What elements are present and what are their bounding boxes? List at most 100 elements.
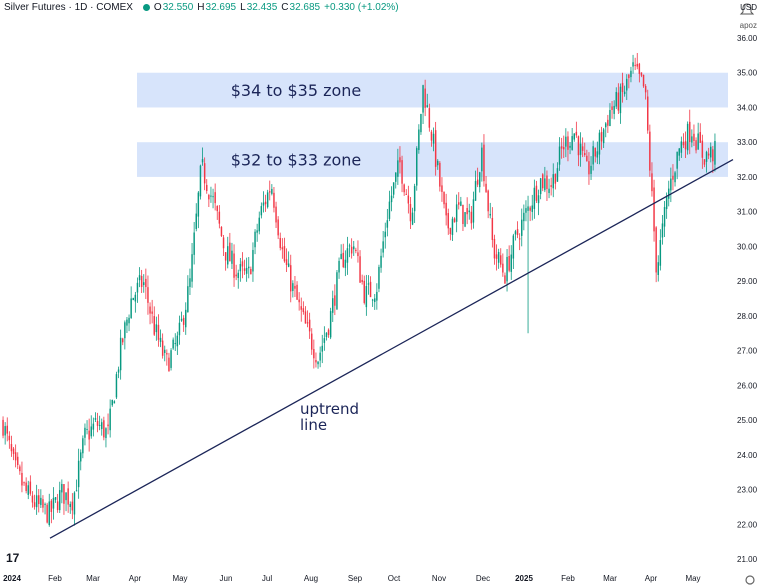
candle-body <box>550 185 552 187</box>
candle-body <box>642 74 645 87</box>
candle-body <box>302 308 305 313</box>
y-tick-label: 23.00 <box>737 486 758 495</box>
x-tick-label: Sep <box>348 574 363 583</box>
candle-body <box>50 500 53 513</box>
candle-body <box>292 283 294 291</box>
candle-body <box>336 272 338 310</box>
candle-body <box>290 265 292 292</box>
candle-body <box>661 223 664 238</box>
y-tick-label: 30.00 <box>737 242 758 251</box>
candle-body <box>212 196 214 198</box>
candle-body <box>605 123 607 128</box>
candle-body <box>636 63 638 67</box>
candle-body <box>567 136 569 150</box>
candle-body <box>159 337 162 342</box>
symbol-title[interactable]: Silver Futures · 1D · COMEX <box>4 2 133 13</box>
tradingview-logo-icon[interactable]: 17 <box>6 551 20 565</box>
candle-body <box>699 132 701 143</box>
candle-body <box>14 452 17 461</box>
currency-sub-label: apoz <box>739 21 757 30</box>
candle-body <box>332 298 334 313</box>
currency-label[interactable]: USD <box>740 3 757 12</box>
candle-body <box>384 231 386 238</box>
open-label: O <box>153 2 162 13</box>
candle-body <box>279 237 281 248</box>
candle-body <box>485 183 487 192</box>
candle-body <box>525 208 527 213</box>
candle-body <box>712 149 714 162</box>
candle-body <box>233 253 235 278</box>
candle-body <box>69 503 71 508</box>
candle-body <box>300 306 302 310</box>
candle-body <box>346 248 349 263</box>
candle-body <box>542 174 544 189</box>
candle-body <box>441 185 443 192</box>
candle-body <box>130 298 132 318</box>
y-tick-label: 29.00 <box>737 277 758 286</box>
candle-body <box>405 193 407 195</box>
candle-body <box>168 357 170 372</box>
candle-body <box>323 338 326 343</box>
uptrend-line <box>49 158 734 539</box>
market-open-dot-icon <box>142 4 150 11</box>
candle-body <box>361 279 363 283</box>
candle-body <box>451 218 454 235</box>
candle-body <box>626 78 628 91</box>
candle-body <box>147 287 149 303</box>
candle-body <box>374 298 376 302</box>
high-value: 32.695 <box>205 2 237 13</box>
candle-body <box>367 283 370 285</box>
candle-body <box>197 192 200 217</box>
candle-body <box>531 205 533 212</box>
candle-body <box>294 285 296 289</box>
high-label: H <box>197 2 205 13</box>
candle-body <box>189 278 191 287</box>
candle-body <box>609 110 611 127</box>
candle-body <box>619 86 622 114</box>
candle-body <box>437 160 439 166</box>
candle-body <box>75 490 78 492</box>
y-tick-label: 26.00 <box>737 381 758 390</box>
candle-body <box>185 309 187 328</box>
candle-body <box>521 219 523 236</box>
candle-body <box>476 179 479 185</box>
candle-body <box>98 424 101 426</box>
candle-body <box>56 501 59 511</box>
candle-body <box>409 204 412 222</box>
candle-body <box>38 495 40 505</box>
x-tick-label: Jun <box>220 574 233 583</box>
candle-body <box>134 294 137 302</box>
candle-body <box>428 108 431 128</box>
candle-body <box>632 62 634 67</box>
close-label: C <box>281 2 289 13</box>
candle-body <box>644 85 647 93</box>
y-tick-label: 31.00 <box>737 208 758 217</box>
candle-body <box>483 144 485 182</box>
gear-icon[interactable] <box>745 575 755 585</box>
candle-body <box>176 335 179 347</box>
candle-body <box>311 333 313 350</box>
candle-body <box>193 232 195 255</box>
bell-icon[interactable] <box>739 3 755 15</box>
candle-body <box>283 246 286 262</box>
candle-body <box>689 121 691 143</box>
candle-body <box>617 92 620 111</box>
candle-body <box>388 201 391 219</box>
candle-body <box>548 188 550 194</box>
candle-body <box>529 207 531 211</box>
candle-body <box>243 268 246 271</box>
y-tick-label: 36.00 <box>737 34 758 43</box>
candle-body <box>201 159 204 163</box>
candle-body <box>403 184 405 193</box>
candle-body <box>449 227 452 235</box>
candle-body <box>48 501 50 526</box>
candle-body <box>277 219 279 236</box>
candle-body <box>495 254 498 259</box>
candle-body <box>399 157 401 163</box>
candle-body <box>577 136 580 156</box>
candle-body <box>413 186 416 212</box>
candle-body <box>2 419 4 436</box>
candle-body <box>468 210 470 213</box>
candle-body <box>684 141 687 150</box>
